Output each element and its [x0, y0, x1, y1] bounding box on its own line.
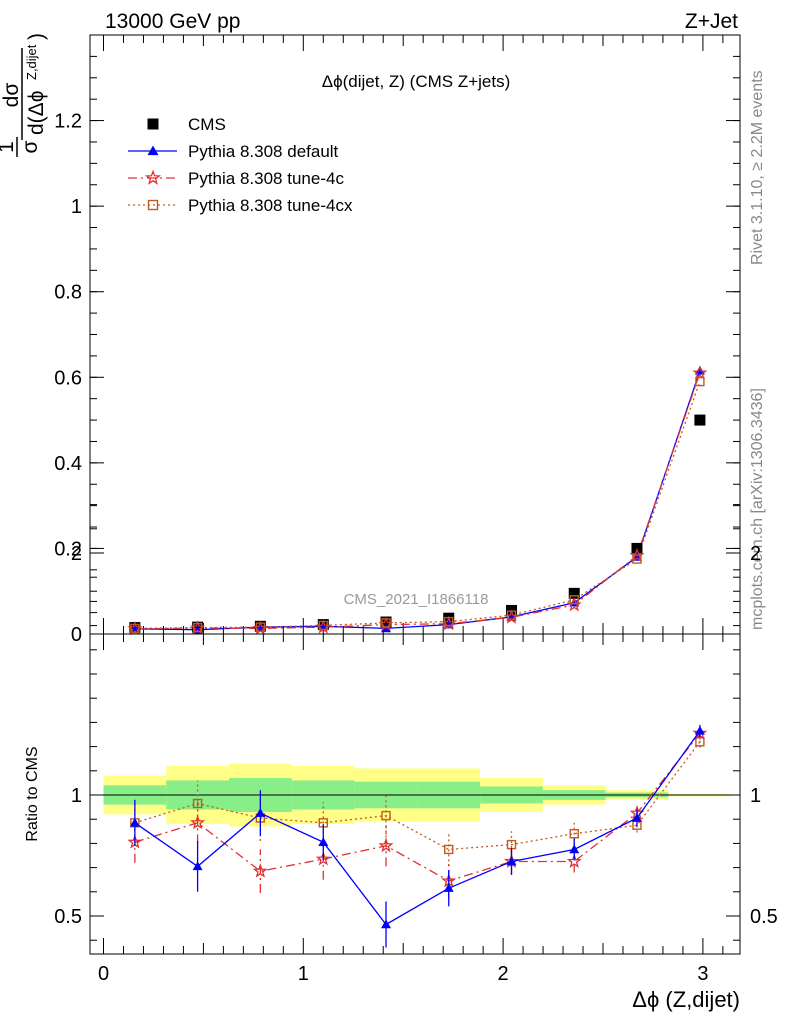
ratio-pythia-8-308-tune-4c-point — [190, 814, 206, 830]
legend-pythia-8-308-tune-4cx-label: Pythia 8.308 tune-4cx — [188, 196, 353, 215]
main-y-tick-label: 0 — [71, 624, 82, 646]
main-series-layer — [127, 365, 708, 636]
pythia-8-308-tune-4cx-point — [569, 595, 579, 605]
cms-point — [694, 414, 706, 426]
ratio-x-tick-label: 2 — [498, 963, 509, 985]
ratio-pythia-8-308-tune-4c-point — [566, 853, 582, 868]
pythia-8-308-tune-4c-point — [692, 365, 708, 380]
rivet-version-label: Rivet 3.1.10, ≥ 2.2M events — [749, 70, 766, 265]
y-label-numerator: dσ — [0, 83, 23, 108]
ratio-y-tick-label-right: 0.5 — [750, 906, 778, 928]
legend-pythia-8-308-tune-4cx-marker — [147, 199, 159, 211]
cms-point — [380, 616, 392, 628]
ratio-pythia-8-308-default-point — [631, 812, 642, 822]
y-label-denominator: d(Δϕ — [25, 91, 48, 135]
ratio-pythia-8-308-default-point — [506, 856, 517, 866]
ratio-pythia-8-308-default-point — [694, 725, 705, 735]
main-x-ticks — [103, 35, 724, 634]
ratio-y-tick-label: 2 — [71, 543, 82, 565]
legend-pythia-8-308-default-label: Pythia 8.308 default — [188, 142, 339, 161]
ratio-x-tick-label: 1 — [298, 963, 309, 985]
ratio-pythia-8-308-tune-4cx-point — [381, 810, 391, 821]
ratio-pythia-8-308-tune-4cx-point — [192, 798, 203, 809]
ratio-pythia-8-308-tune-4cx-line — [134, 741, 701, 851]
pythia-8-308-tune-4c-line — [134, 372, 701, 630]
main-panel: 0 0.2 0.4 0.6 0.8 1 1.2 Δϕ(dijet, Z) (CMS Z+je… — [0, 33, 741, 646]
process-label: Z+Jet — [685, 10, 738, 33]
main-y-tick-label: 1 — [71, 196, 82, 218]
ratio-pythia-8-308-default-point — [381, 919, 392, 929]
legend-pythia-8-308-default-marker — [147, 145, 159, 156]
ratio-pythia-8-308-default-point — [129, 817, 140, 827]
pythia-8-308-tune-4cx-point — [695, 376, 705, 387]
pythia-8-308-tune-4cx-point — [255, 622, 266, 632]
ratio-panel: 0.5 0.5 1 1 2 2 0 1 2 3 Ratio to CMS Δϕ (Z,dijet… — [24, 504, 778, 1012]
main-y-tick-label: 0.8 — [54, 282, 82, 304]
ratio-pythia-8-308-default-point — [569, 844, 580, 854]
ratio-pythia-8-308-tune-4c-line — [134, 732, 701, 882]
ratio-pythia-8-308-tune-4cx-point — [444, 844, 454, 855]
ratio-pythia-8-308-default-point — [443, 883, 454, 892]
energy-label: 13000 GeV pp — [105, 10, 240, 33]
y-label-close-paren: ) — [25, 33, 48, 40]
watermark-label: CMS_2021_I1866118 — [344, 591, 489, 608]
cms-point — [568, 587, 580, 599]
ratio-y-tick-label-right: 2 — [750, 543, 761, 565]
main-y-tick-label: 1.2 — [54, 111, 82, 133]
main-y-tick-label: 0.2 — [54, 538, 82, 560]
mcplots-label: mcplots.cern.ch [arXiv:1306.3436] — [749, 388, 766, 630]
ratio-y-tick-label: 0.5 — [54, 906, 82, 928]
ratio-pythia-8-308-default-point — [192, 861, 203, 871]
ratio-pythia-8-308-tune-4c-point — [252, 863, 268, 878]
legend-pythia-8-308-tune-4c-label: Pythia 8.308 tune-4c — [188, 169, 344, 188]
pythia-8-308-default-point — [694, 365, 705, 375]
ratio-pythia-8-308-default-line — [134, 730, 701, 926]
ratio-y-tick-label-right: 1 — [750, 785, 761, 807]
main-y-tick-label: 0.6 — [54, 367, 82, 389]
pythia-8-308-tune-4cx-point — [381, 618, 391, 628]
main-y-axis-label: 1 σ dσ d(Δϕ Z,dijet ) — [0, 33, 48, 157]
pythia-8-308-tune-4cx-point — [192, 622, 203, 633]
pythia-8-308-tune-4cx-point — [444, 616, 454, 627]
ratio-x-tick-label: 3 — [697, 963, 708, 985]
plot-title: Δϕ(dijet, Z) (CMS Z+jets) — [322, 72, 511, 91]
y-label-prefactor-den: σ — [19, 140, 42, 153]
ratio-frame — [89, 633, 741, 955]
legend: CMS Pythia 8.308 default Pythia 8.308 tune… — [128, 115, 353, 215]
ratio-y-ticks: 0.5 0.5 1 1 2 2 — [54, 504, 778, 941]
ratio-pythia-8-308-tune-4cx-point — [569, 829, 579, 839]
pythia-8-308-tune-4c-point — [629, 547, 645, 563]
ratio-series-layer — [127, 724, 708, 948]
pythia-8-308-tune-4cx-point — [632, 554, 642, 564]
ratio-y-tick-label: 1 — [71, 785, 82, 807]
ratio-x-tick-label: 0 — [98, 963, 109, 985]
ratio-pythia-8-308-default-point — [318, 837, 329, 846]
ratio-pythia-8-308-tune-4c-point — [315, 851, 331, 866]
ratio-x-ticks: 0 1 2 3 — [98, 634, 724, 985]
pythia-8-308-tune-4cx-point — [130, 623, 140, 634]
y-label-superscript: Z,dijet — [24, 44, 39, 80]
pythia-8-308-tune-4cx-point — [506, 610, 517, 620]
legend-cms-label: CMS — [188, 115, 226, 134]
pythia-8-308-tune-4cx-point — [318, 620, 328, 631]
x-axis-label: Δϕ (Z,dijet) — [632, 987, 740, 1012]
ratio-pythia-8-308-default-point — [255, 808, 266, 817]
legend-cms-marker — [147, 118, 159, 130]
legend-pythia-8-308-tune-4c-marker — [145, 169, 161, 185]
main-y-ticks: 0 0.2 0.4 0.6 0.8 1 1.2 — [54, 34, 740, 646]
ratio-pythia-8-308-tune-4c-point — [378, 837, 394, 853]
ratio-y-axis-label: Ratio to CMS — [24, 746, 41, 841]
y-label-prefactor-num: 1 — [0, 141, 18, 153]
main-y-tick-label: 0.4 — [54, 453, 82, 475]
